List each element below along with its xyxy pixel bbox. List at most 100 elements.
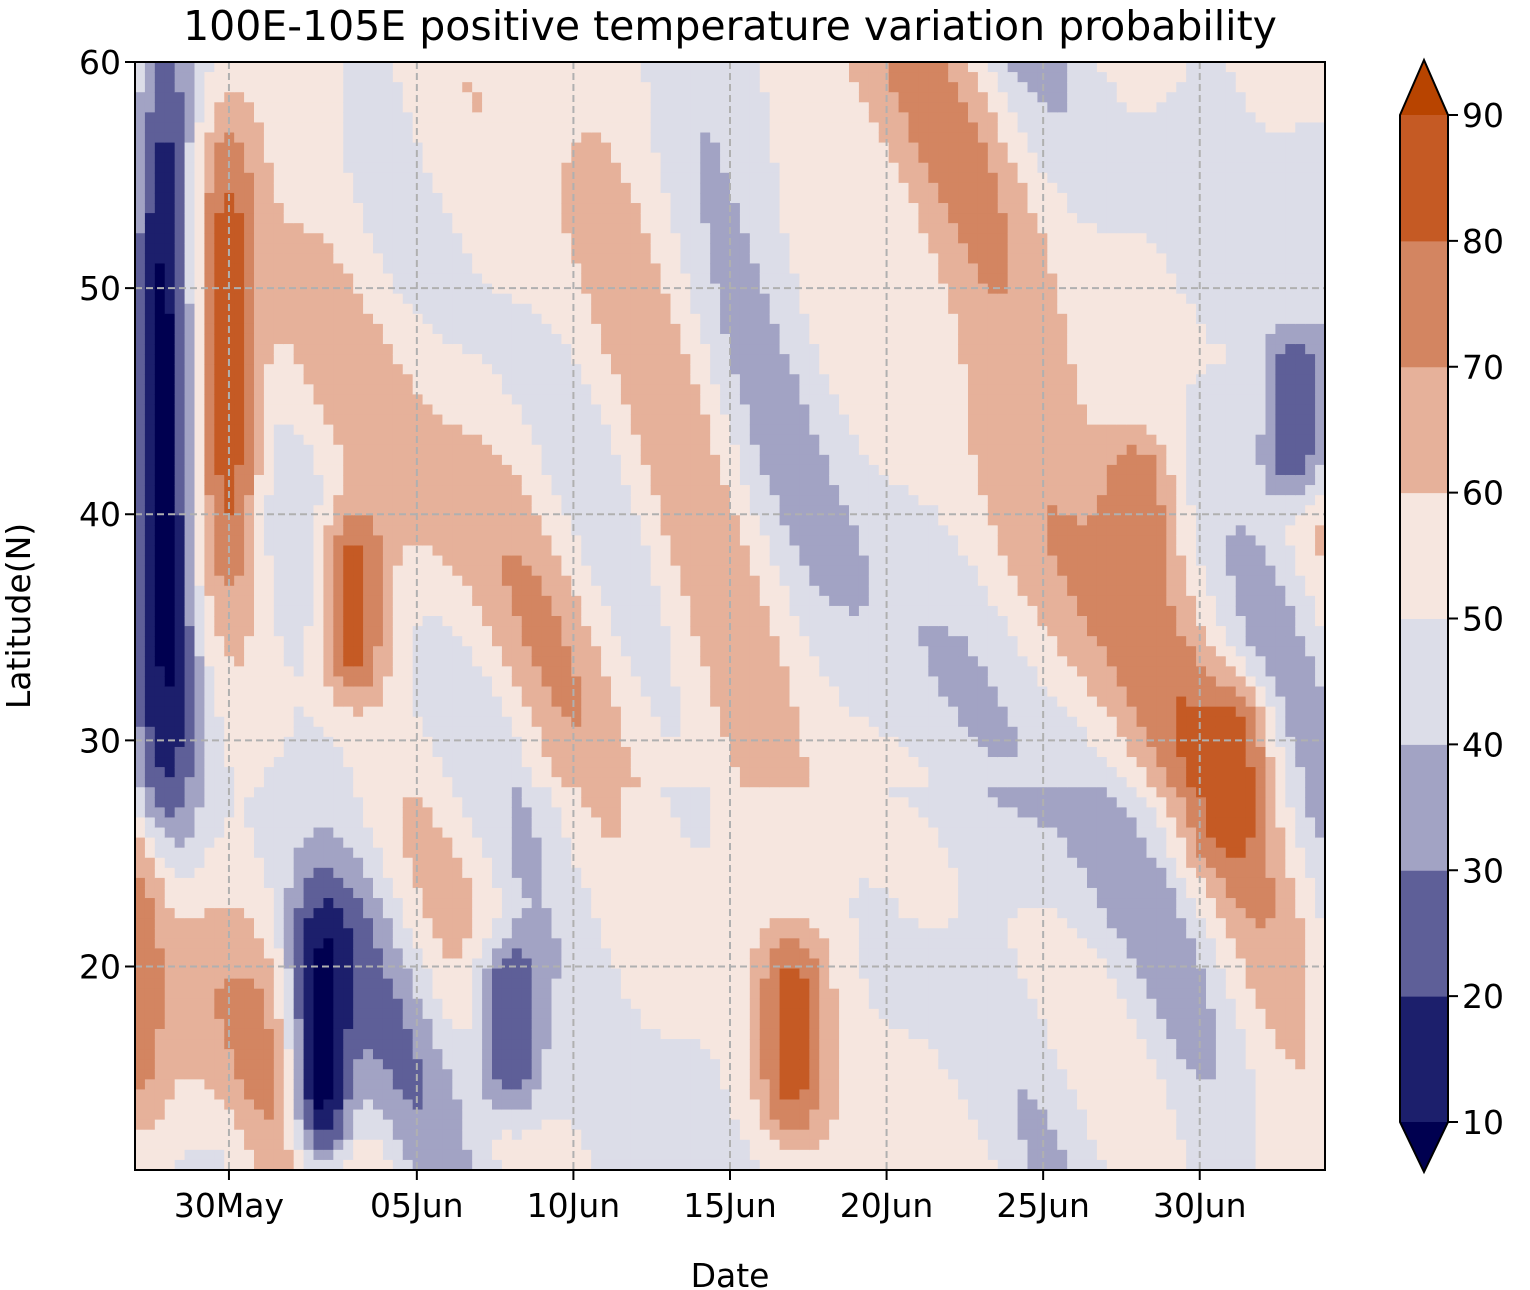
heat-cell bbox=[263, 253, 275, 265]
heat-cell bbox=[174, 344, 186, 355]
heat-cell bbox=[422, 515, 434, 526]
heat-cell bbox=[313, 837, 325, 849]
heat-cell bbox=[561, 988, 572, 1000]
heat-cell bbox=[263, 364, 275, 375]
heat-cell bbox=[363, 817, 374, 829]
heat-cell bbox=[343, 333, 354, 345]
heat-cell bbox=[442, 595, 453, 607]
heat-cell bbox=[571, 162, 582, 174]
heat-cell bbox=[402, 1069, 414, 1080]
heat-cell bbox=[531, 595, 543, 607]
heat-cell bbox=[363, 827, 374, 839]
heat-cell bbox=[382, 364, 394, 375]
heat-cell bbox=[402, 656, 414, 667]
heat-cell bbox=[303, 605, 315, 617]
heat-cell bbox=[482, 82, 493, 93]
heat-cell bbox=[382, 938, 394, 949]
heat-cell bbox=[402, 1139, 414, 1151]
heat-cell bbox=[412, 434, 424, 446]
heat-cell bbox=[135, 716, 146, 728]
heat-cell bbox=[363, 122, 374, 134]
heat-cell bbox=[323, 192, 334, 204]
heat-cell bbox=[492, 424, 503, 436]
heat-cell bbox=[511, 333, 523, 345]
heat-cell bbox=[323, 968, 334, 980]
heat-cell bbox=[343, 857, 354, 869]
heat-cell bbox=[462, 1069, 473, 1080]
heat-cell bbox=[482, 767, 493, 778]
heat-cell bbox=[303, 82, 315, 93]
heat-cell bbox=[303, 867, 315, 879]
heat-cell bbox=[353, 1149, 364, 1161]
heat-cell bbox=[194, 646, 206, 657]
heat-cell bbox=[482, 1039, 493, 1050]
heat-cell bbox=[184, 988, 196, 1000]
heat-cell bbox=[571, 817, 582, 829]
heat-cell bbox=[194, 958, 206, 970]
heat-cell bbox=[511, 1049, 523, 1060]
heat-cell bbox=[452, 726, 463, 738]
heat-cell bbox=[402, 1018, 414, 1030]
heat-cell bbox=[353, 464, 364, 476]
heat-cell bbox=[571, 1139, 582, 1151]
heat-cell bbox=[561, 1089, 572, 1101]
heat-cell bbox=[442, 102, 453, 113]
heat-cell bbox=[283, 948, 295, 960]
heat-cell bbox=[194, 787, 206, 798]
heat-cell bbox=[214, 686, 225, 698]
heat-cell bbox=[144, 908, 156, 919]
heat-cell bbox=[263, 666, 275, 678]
heat-cell bbox=[432, 223, 444, 234]
heat-cell bbox=[511, 726, 523, 738]
heat-cell bbox=[462, 535, 473, 547]
heat-cell bbox=[184, 585, 196, 597]
heat-cell bbox=[184, 62, 196, 73]
heat-cell bbox=[412, 626, 424, 637]
heat-cell bbox=[293, 122, 305, 134]
heat-cell bbox=[135, 757, 146, 768]
heat-cell bbox=[402, 968, 414, 980]
heat-cell bbox=[442, 515, 453, 526]
heat-cell bbox=[363, 686, 374, 698]
heat-cell bbox=[234, 223, 245, 234]
heat-cell bbox=[313, 414, 325, 426]
heat-cell bbox=[452, 132, 463, 144]
heat-cell bbox=[234, 162, 245, 174]
heat-cell bbox=[135, 1039, 146, 1050]
heat-cell bbox=[571, 646, 582, 657]
heat-cell bbox=[561, 152, 572, 164]
heat-cell bbox=[333, 626, 344, 637]
heat-cell bbox=[382, 807, 394, 819]
heat-cell bbox=[333, 877, 344, 889]
heat-cell bbox=[254, 1129, 265, 1141]
heat-cell bbox=[154, 1149, 166, 1161]
heat-cell bbox=[531, 616, 543, 627]
heat-cell bbox=[263, 172, 275, 184]
heat-cell bbox=[581, 444, 592, 456]
heat-cell bbox=[422, 1089, 434, 1101]
heat-cell bbox=[194, 616, 206, 627]
heat-cell bbox=[204, 525, 215, 537]
heat-cell bbox=[452, 333, 463, 345]
heat-cell bbox=[402, 223, 414, 234]
heat-cell bbox=[482, 525, 493, 537]
heat-cell bbox=[263, 726, 275, 738]
heat-cell bbox=[343, 515, 354, 526]
heat-cell bbox=[531, 555, 543, 567]
heat-cell bbox=[452, 666, 463, 678]
heat-cell bbox=[363, 344, 374, 355]
heat-cell bbox=[392, 817, 404, 829]
heat-cell bbox=[472, 344, 483, 355]
heat-cell bbox=[432, 203, 444, 214]
heat-cell bbox=[412, 857, 424, 869]
heat-cell bbox=[254, 898, 265, 909]
heat-cell bbox=[154, 998, 166, 1010]
heat-cell bbox=[452, 474, 463, 486]
heat-cell bbox=[373, 1139, 384, 1151]
heat-cell bbox=[204, 686, 215, 698]
heat-cell bbox=[135, 434, 146, 446]
heat-cell bbox=[511, 192, 523, 204]
heat-cell bbox=[551, 102, 563, 113]
heat-cell bbox=[511, 646, 523, 657]
heat-cell bbox=[244, 132, 255, 144]
